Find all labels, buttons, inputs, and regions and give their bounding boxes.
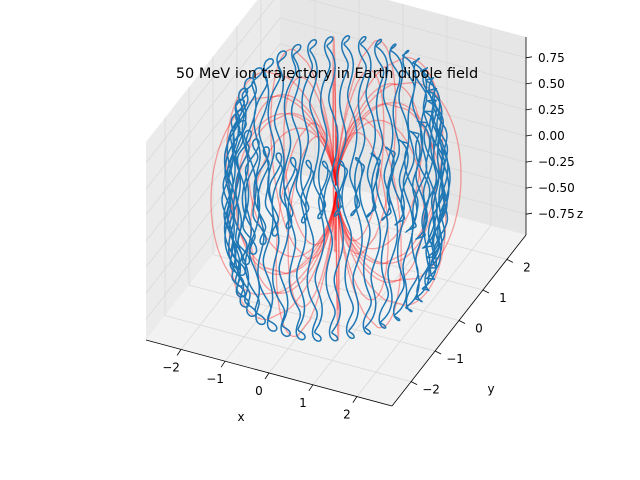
y-tick [458,320,466,324]
z-tick-label: −0.75 [538,207,575,221]
grid-z-left [145,95,281,268]
field-line [270,48,337,260]
z-tick [525,186,533,189]
grid-z-back [279,121,527,189]
z-tick [525,82,533,85]
x-tick [264,372,270,380]
z-tick-label: −0.25 [538,155,575,169]
z-tick-label: −0.50 [538,181,575,195]
x-tick [220,360,226,368]
grid-z-left [145,147,281,320]
grid-z-left [145,69,281,242]
grid-y-floor [164,315,412,382]
grid-z-left [145,0,275,164]
grid-z-left [145,17,281,190]
y-tick-label: −2 [422,383,440,397]
x-tick-label: −2 [162,360,180,374]
ion-trajectory [221,35,451,342]
z-axis-label: z [577,207,583,221]
grid-z-back [279,17,527,85]
x-tick [308,384,314,392]
y-tick-label: 2 [523,260,531,274]
y-tick-label: 0 [475,322,483,336]
grid-z-back [279,69,527,137]
z-tick-label: 0.50 [538,77,565,91]
grid-z-left [145,43,281,216]
grid-y-floor [188,284,436,352]
y-tick-label: 1 [499,291,507,305]
grid-lines [145,0,527,397]
y-tick [482,289,490,294]
z-tick-label: 0.00 [538,129,565,143]
x-tick-label: 1 [299,396,307,410]
z-tick [525,212,533,215]
trajectory-line [221,35,451,342]
z-tick [525,134,533,137]
x-tick-label: 0 [255,384,263,398]
grid-z-back [309,0,527,59]
y-tick-label: −1 [446,352,464,366]
x-tick [352,396,358,403]
field-line [335,69,385,242]
z-tick-label: 0.75 [538,51,565,65]
chart-title: 50 MeV ion trajectory in Earth dipole fi… [176,66,478,82]
y-tick [410,381,418,385]
x-tick [176,349,182,356]
axis-edges [145,37,533,407]
field-line [332,35,337,253]
field-line [335,124,340,342]
tick-labels: −2 −1 0 1 2 −2 −1 0 1 2 −0.75 −0.50 −0.25 0.00 0.25 0.5… [162,51,575,422]
y-tick [434,350,442,355]
y-axis-label: y [487,382,494,396]
grid-z-left [145,121,281,294]
y-tick [506,259,514,263]
z-tick [525,108,533,111]
z-tick [525,160,533,163]
x-axis-label: x [237,410,244,424]
x-tick-label: −1 [206,372,224,386]
field-line [287,135,337,308]
z-tick-label: 0.25 [538,103,565,117]
x-tick-label: 2 [343,408,351,422]
field-line [335,136,340,310]
field-line [335,39,397,255]
field-line [283,76,337,246]
z-tick [525,56,533,59]
field-line [335,102,447,307]
field-line [335,81,462,282]
